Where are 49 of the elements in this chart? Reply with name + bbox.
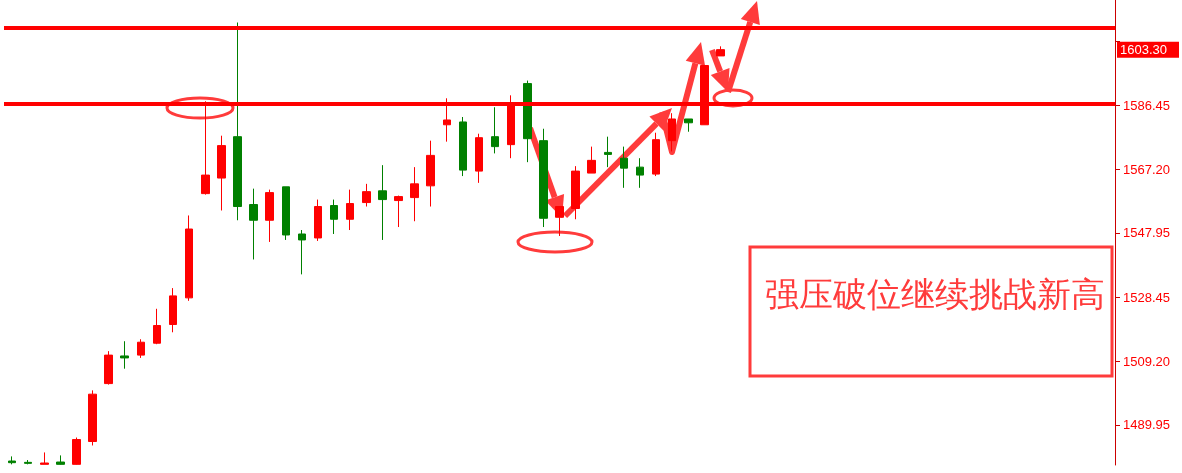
candlestick [88,389,97,446]
candlestick [716,45,725,57]
candlestick [265,189,274,243]
y-tick-label: 1489.95 [1123,417,1170,433]
candlestick [169,287,177,333]
candlestick [362,183,371,208]
y-tick-label: 1528.45 [1123,289,1170,305]
candlestick [620,146,628,189]
candlestick [652,132,660,177]
annotation: 强压破位继续挑战新高 [765,275,1105,313]
candlestick [104,350,113,386]
candlestick [233,22,242,221]
candlestick [249,188,258,260]
candlestick [314,199,322,242]
y-tick-label: 1509.20 [1123,353,1170,369]
candlestick [604,136,612,168]
candlestick [426,140,435,208]
candlestick [571,165,580,220]
candlestick [298,229,306,275]
y-tick-label: 1567.20 [1123,161,1170,177]
candlestick [72,437,81,466]
candlestick [217,135,226,211]
candlestick [475,133,483,184]
candlestick [668,112,676,152]
candlestick [394,195,403,228]
candlestick [636,157,644,189]
candlestick [330,199,338,235]
candlestick [56,454,65,466]
candlestick [555,206,564,237]
candlestick [8,455,16,465]
candlestick [587,146,596,174]
candlestick [282,186,290,241]
candlestick [137,338,145,359]
candlestick [459,116,467,177]
candlestick [346,189,354,231]
candlestick [378,164,387,241]
candlestick [153,308,161,345]
y-tick-label: 1547.95 [1123,225,1170,241]
candlestick [24,459,32,465]
candlestick [684,118,693,133]
candlestick [185,214,193,302]
candlestick [539,128,548,228]
y-tick-label: 1586.45 [1123,97,1170,113]
candlestick [40,451,49,465]
candlestick [120,340,129,370]
text: 1603.30 [1120,42,1167,58]
candlestick [410,166,419,222]
candlestick [523,80,532,163]
candlestick [491,106,499,154]
